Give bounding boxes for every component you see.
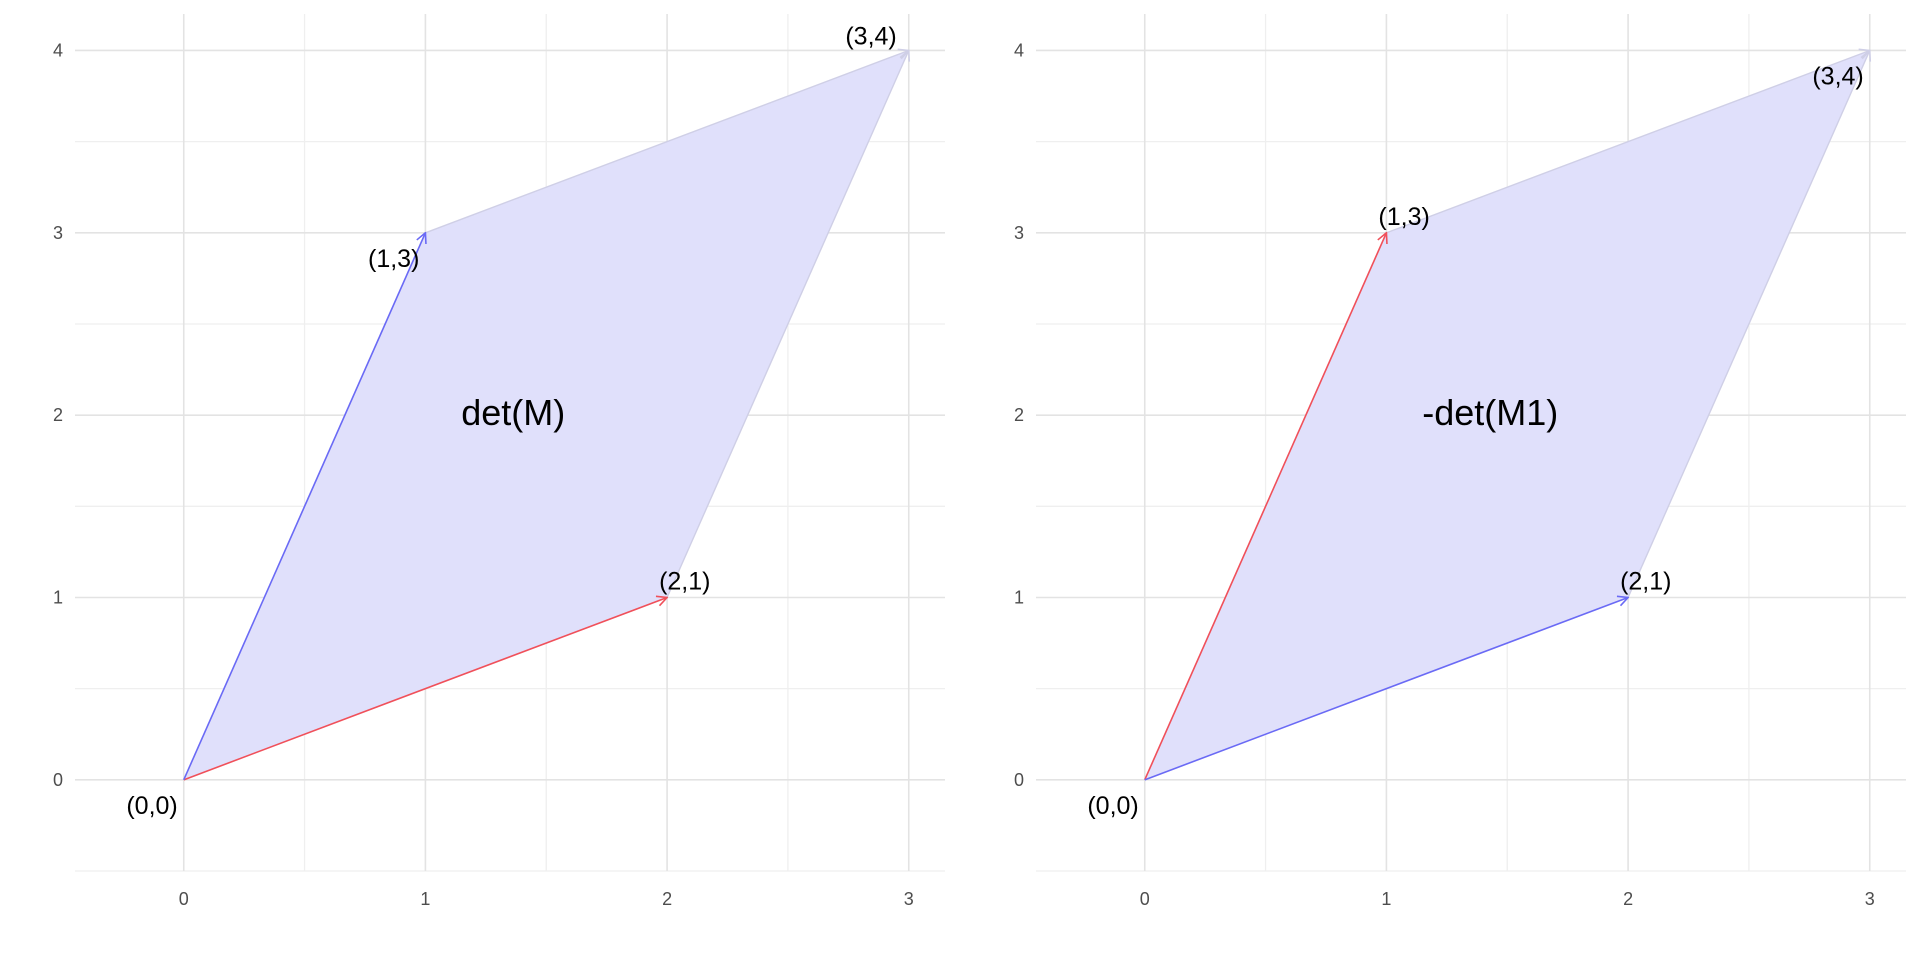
blue-vector-arrow [1144,597,1628,781]
point-label: (2,1) [659,567,710,595]
edge-arrow [1627,50,1870,598]
edge-arrow [425,50,908,234]
y-tick-label: 3 [1014,223,1024,243]
x-tick-label: 3 [1865,889,1875,909]
y-tick-label: 4 [53,40,63,60]
x-tick-label: 0 [1140,889,1150,909]
point-label: (1,3) [1378,203,1429,231]
blue-vector-arrow [183,233,426,781]
panel-det-m: 0 1 2 3 0 1 2 3 4 det(M) (0,0) (2,1) (1,3) (3,4) [53,14,945,909]
red-vector-arrow [183,597,667,781]
red-vector-arrow [1144,233,1387,781]
x-tick-label: 3 [904,889,914,909]
panel-neg-det-m1: 0 1 2 3 0 1 2 3 4 -det(M1) (0,0) (2,1) (1,3) (3,4) [1014,14,1906,909]
parallelogram-area [183,50,909,780]
y-tick-label: 2 [53,405,63,425]
y-tick-label: 3 [53,223,63,243]
determinant-label: det(M) [461,392,565,433]
y-tick-label: 2 [1014,405,1024,425]
point-label: (0,0) [1087,792,1138,820]
x-tick-label: 0 [179,889,189,909]
determinant-label: -det(M1) [1422,392,1558,433]
edge-arrow [1386,50,1869,234]
point-label: (1,3) [368,245,419,273]
point-label: (2,1) [1620,567,1671,595]
parallelogram-area [1144,50,1870,780]
point-label: (3,4) [1812,62,1863,90]
y-tick-label: 1 [53,587,63,607]
y-tick-label: 4 [1014,40,1024,60]
y-tick-label: 0 [53,770,63,790]
x-tick-label: 1 [1381,889,1391,909]
point-label: (3,4) [845,22,896,50]
point-label: (0,0) [126,792,177,820]
y-tick-label: 1 [1014,587,1024,607]
x-tick-label: 2 [662,889,672,909]
y-tick-label: 0 [1014,770,1024,790]
edge-arrow [666,50,909,598]
x-tick-label: 1 [420,889,430,909]
x-tick-label: 2 [1623,889,1633,909]
